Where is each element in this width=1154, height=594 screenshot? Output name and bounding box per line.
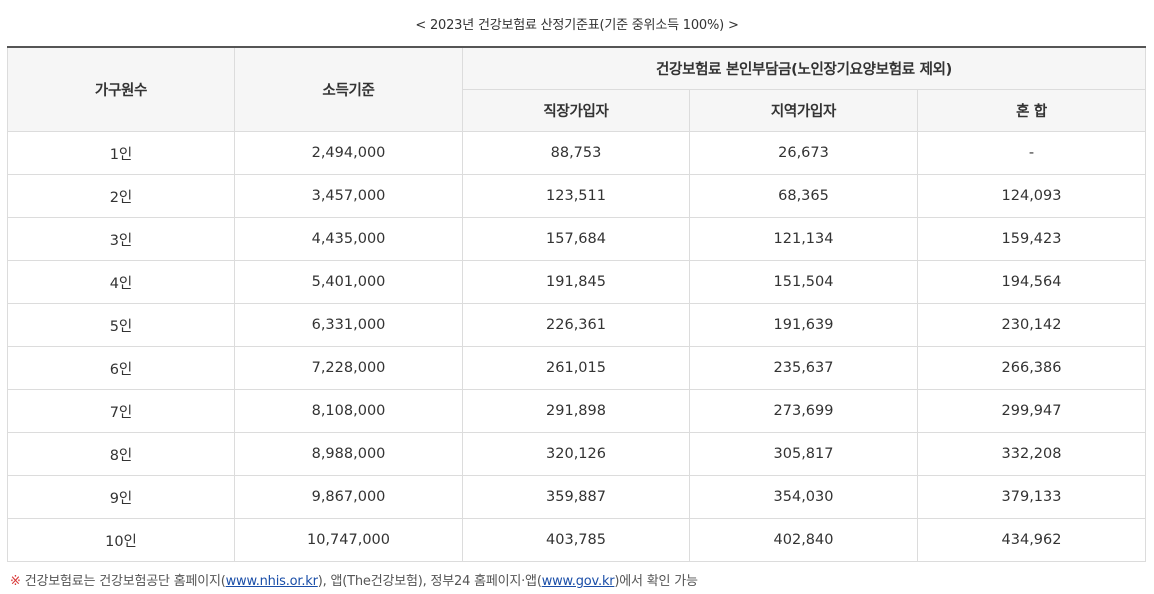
cell-workplace: 261,015: [462, 346, 690, 390]
cell-regional: 151,504: [689, 260, 918, 304]
cell-income: 5,401,000: [234, 260, 463, 304]
table-caption: < 2023년 건강보험료 산정기준표(기준 중위소득 100%) >: [415, 18, 739, 33]
footnote-text-3: )에서 확인 가능: [614, 574, 698, 589]
cell-household: 4인: [7, 260, 235, 304]
table-row: 1인 2,494,000 88,753 26,673-: [7, 131, 1146, 175]
cell-workplace: 320,126: [462, 432, 690, 476]
cell-income: 6,331,000: [234, 303, 463, 347]
cell-regional: 191,639: [689, 303, 918, 347]
header-household: 가구원수: [7, 46, 235, 132]
header-premium-group: 건강보험료 본인부담금(노인장기요양보험료 제외): [462, 46, 1146, 90]
cell-regional: 354,030: [689, 475, 918, 519]
cell-household: 3인: [7, 217, 235, 261]
table-row: 9인 9,867,000 359,887 354,030 379,133: [7, 475, 1146, 519]
header-regional: 지역가입자: [689, 89, 918, 132]
cell-mixed: 194,564: [917, 260, 1146, 304]
header-income: 소득기준: [234, 46, 463, 132]
table-row: 3인 4,435,000 157,684 121,134 159,423: [7, 217, 1146, 261]
cell-mixed: 230,142: [917, 303, 1146, 347]
cell-regional: 68,365: [689, 174, 918, 218]
cell-mixed: 434,962: [917, 518, 1146, 562]
cell-income: 7,228,000: [234, 346, 463, 390]
table-body: 1인 2,494,000 88,753 26,673-2인 3,457,000 123,5…: [7, 131, 1146, 562]
cell-regional: 235,637: [689, 346, 918, 390]
cell-household: 5인: [7, 303, 235, 347]
cell-workplace: 88,753: [462, 131, 690, 175]
cell-regional: 121,134: [689, 217, 918, 261]
header-workplace: 직장가입자: [462, 89, 690, 132]
cell-income: 8,108,000: [234, 389, 463, 433]
cell-workplace: 157,684: [462, 217, 690, 261]
footnote-text-1: 건강보험료는 건강보험공단 홈페이지(: [24, 574, 226, 589]
cell-household: 9인: [7, 475, 235, 519]
footnote-text-2: ), 앱(The건강보험), 정부24 홈페이지·앱(: [317, 574, 542, 589]
cell-household: 7인: [7, 389, 235, 433]
table-row: 2인 3,457,000 123,511 68,365 124,093: [7, 174, 1146, 218]
cell-regional: 402,840: [689, 518, 918, 562]
cell-mixed: 159,423: [917, 217, 1146, 261]
cell-income: 9,867,000: [234, 475, 463, 519]
cell-workplace: 191,845: [462, 260, 690, 304]
cell-mixed: 299,947: [917, 389, 1146, 433]
cell-household: 6인: [7, 346, 235, 390]
gov-link[interactable]: www.gov.kr: [541, 574, 615, 589]
note-mark: ※: [10, 574, 21, 589]
table-row: 10인 10,747,000 403,785 402,840 434,962: [7, 518, 1146, 562]
cell-regional: 305,817: [689, 432, 918, 476]
table-row: 5인 6,331,000 226,361 191,639 230,142: [7, 303, 1146, 347]
table-row: 8인 8,988,000 320,126 305,817 332,208: [7, 432, 1146, 476]
table-header: 가구원수 소득기준 건강보험료 본인부담금(노인장기요양보험료 제외) 직장가입…: [7, 46, 1146, 132]
premium-table: 가구원수 소득기준 건강보험료 본인부담금(노인장기요양보험료 제외) 직장가입…: [7, 46, 1146, 562]
cell-mixed: -: [917, 131, 1146, 175]
table-row: 6인 7,228,000 261,015 235,637 266,386: [7, 346, 1146, 390]
cell-workplace: 226,361: [462, 303, 690, 347]
cell-income: 4,435,000: [234, 217, 463, 261]
cell-household: 10인: [7, 518, 235, 562]
cell-mixed: 332,208: [917, 432, 1146, 476]
cell-regional: 273,699: [689, 389, 918, 433]
cell-workplace: 291,898: [462, 389, 690, 433]
cell-workplace: 403,785: [462, 518, 690, 562]
cell-regional: 26,673: [689, 131, 918, 175]
cell-mixed: 379,133: [917, 475, 1146, 519]
table-row: 4인 5,401,000 191,845 151,504 194,564: [7, 260, 1146, 304]
cell-household: 1인: [7, 131, 235, 175]
cell-workplace: 359,887: [462, 475, 690, 519]
table-row: 7인 8,108,000 291,898 273,699 299,947: [7, 389, 1146, 433]
cell-household: 8인: [7, 432, 235, 476]
cell-mixed: 124,093: [917, 174, 1146, 218]
cell-workplace: 123,511: [462, 174, 690, 218]
footnote: ※ 건강보험료는 건강보험공단 홈페이지(www.nhis.or.kr), 앱(T…: [10, 570, 698, 589]
cell-income: 2,494,000: [234, 131, 463, 175]
cell-household: 2인: [7, 174, 235, 218]
cell-income: 3,457,000: [234, 174, 463, 218]
cell-mixed: 266,386: [917, 346, 1146, 390]
header-mixed: 혼 합: [917, 89, 1146, 132]
cell-income: 8,988,000: [234, 432, 463, 476]
nhis-link[interactable]: www.nhis.or.kr: [225, 574, 318, 589]
cell-income: 10,747,000: [234, 518, 463, 562]
